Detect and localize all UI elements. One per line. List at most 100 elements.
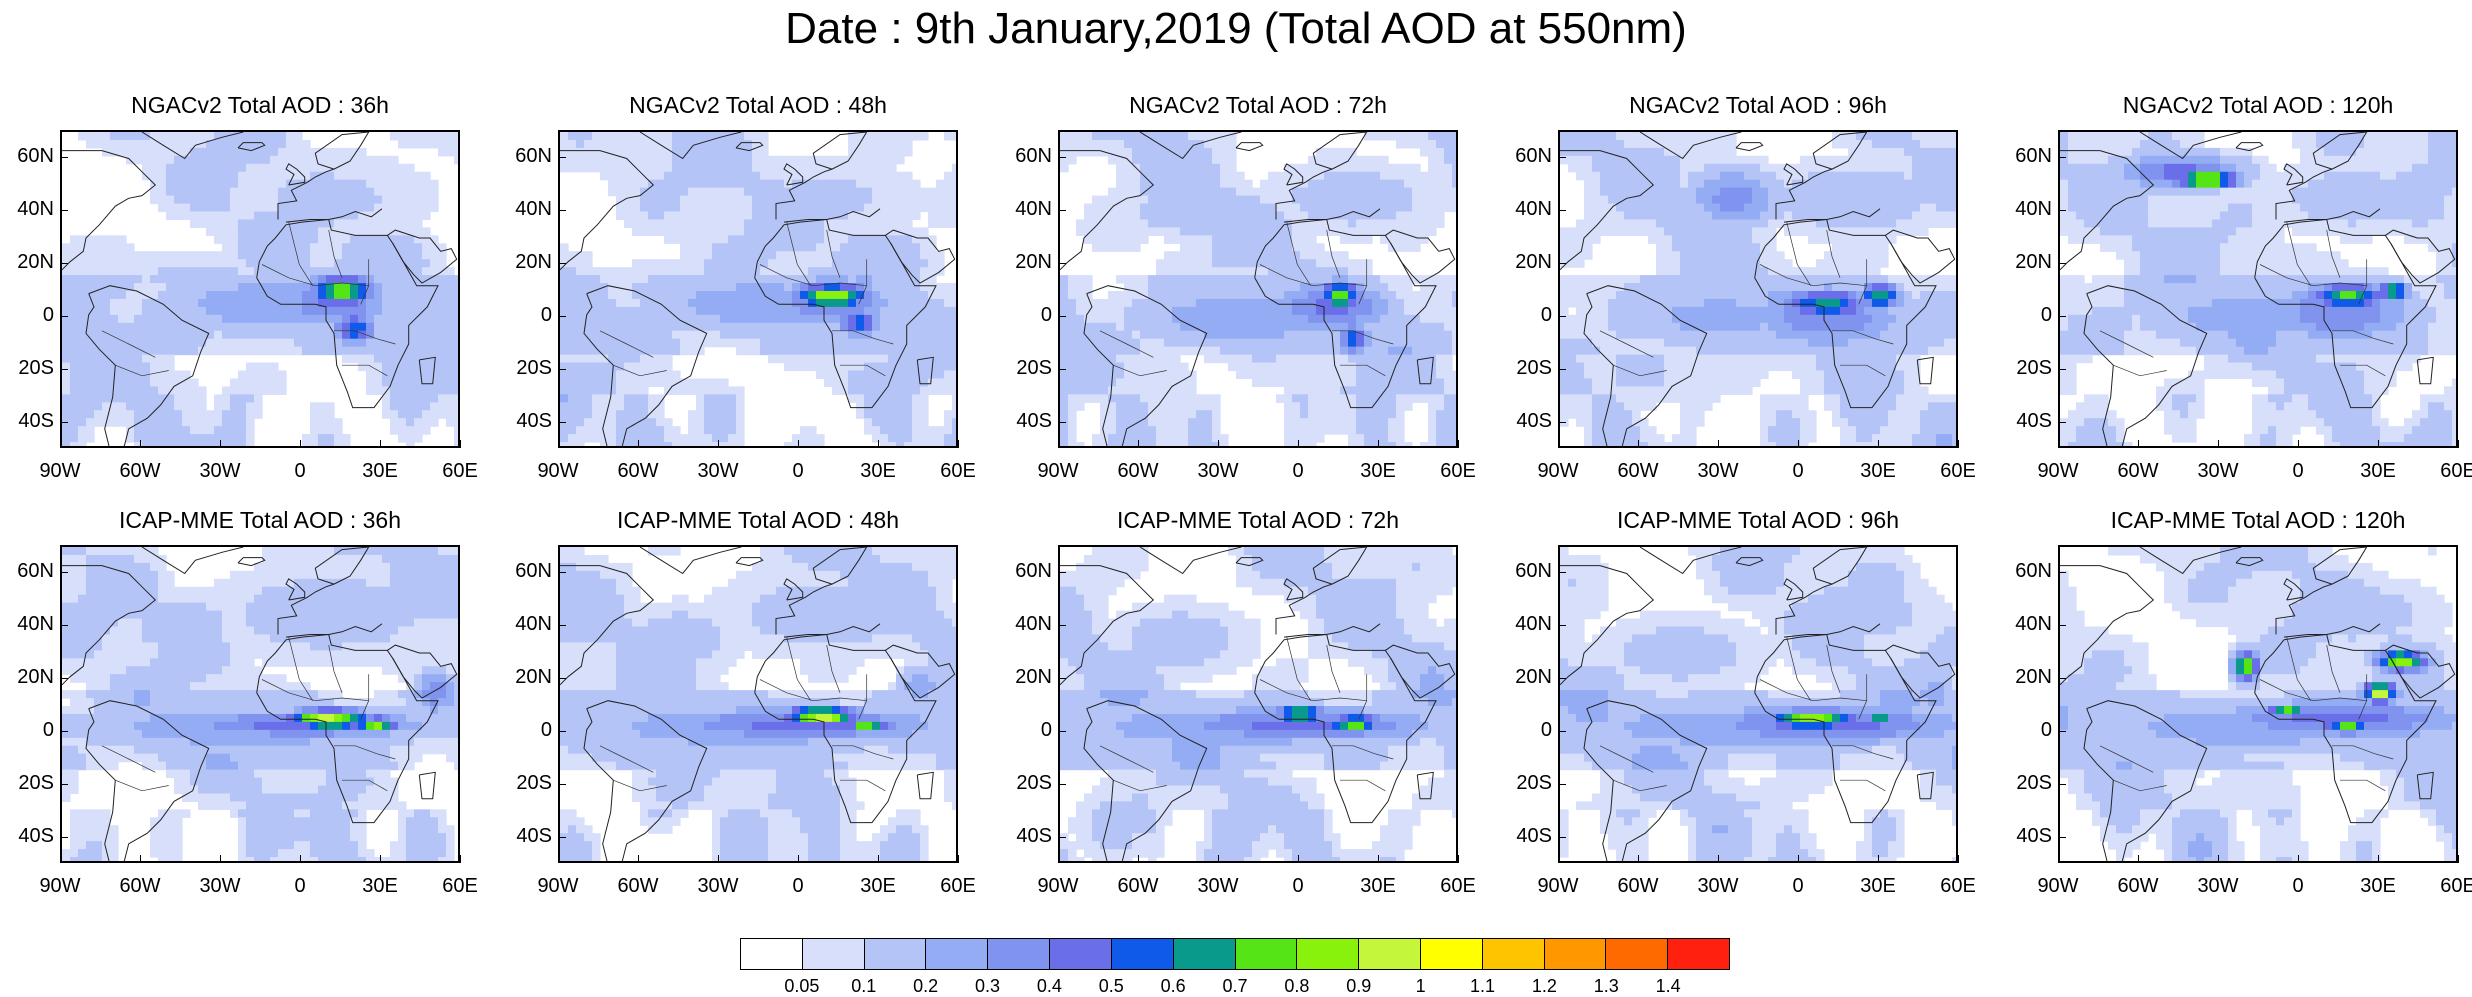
aod-cell [1188, 291, 1197, 300]
aod-cell [278, 132, 287, 141]
aod-cell [800, 251, 809, 260]
aod-cell [616, 402, 625, 411]
aod-cell [704, 196, 713, 205]
aod-cell [872, 227, 881, 236]
aod-cell [1236, 180, 1245, 189]
aod-cell [374, 267, 383, 276]
aod-cell [438, 331, 447, 340]
aod-cell [310, 275, 319, 284]
aod-cell [374, 386, 383, 395]
aod-cell [318, 347, 327, 356]
aod-cell [1444, 442, 1453, 448]
aod-cell [1076, 363, 1085, 372]
aod-cell [752, 291, 761, 300]
aod-cell [1332, 394, 1341, 403]
aod-cell [1164, 347, 1173, 356]
aod-cell [1380, 172, 1389, 181]
aod-cell [414, 259, 423, 268]
aod-cell [1140, 227, 1149, 236]
aod-cell [800, 291, 809, 300]
aod-cell [1220, 140, 1229, 149]
aod-cell [1444, 196, 1453, 205]
aod-cell [1436, 386, 1445, 395]
aod-cell [1356, 339, 1365, 348]
aod-cell [342, 259, 351, 268]
aod-cell [616, 140, 625, 149]
x-tick-mark [878, 440, 879, 448]
aod-cell [856, 156, 865, 165]
aod-cell [1284, 426, 1293, 435]
aod-cell [928, 307, 937, 316]
aod-cell [1428, 227, 1437, 236]
aod-cell [1436, 291, 1445, 300]
aod-cell [736, 299, 745, 308]
aod-cell [1060, 291, 1069, 300]
aod-cell [568, 148, 577, 157]
aod-cell [166, 275, 175, 284]
aod-cell [1228, 188, 1237, 197]
aod-cell [664, 339, 673, 348]
aod-cell [784, 315, 793, 324]
aod-cell [1148, 394, 1157, 403]
aod-cell [1324, 227, 1333, 236]
aod-cell [1236, 283, 1245, 292]
aod-cell [704, 251, 713, 260]
aod-cell [1412, 132, 1421, 141]
aod-cell [1436, 402, 1445, 411]
aod-cell [366, 371, 375, 380]
aod-cell [808, 204, 817, 213]
aod-cell [158, 378, 167, 387]
aod-cell [1396, 172, 1405, 181]
aod-cell [664, 355, 673, 364]
aod-cell [1284, 394, 1293, 403]
aod-cell [720, 259, 729, 268]
aod-cell [174, 434, 183, 443]
aod-cell [896, 275, 905, 284]
aod-cell [1672, 132, 1681, 141]
aod-cell [624, 299, 633, 308]
aod-cell [944, 219, 953, 228]
aod-cell [560, 251, 569, 260]
aod-cell [1452, 339, 1458, 348]
aod-cell [70, 394, 79, 403]
aod-cell [1204, 283, 1213, 292]
aod-cell [880, 204, 889, 213]
aod-cell [182, 172, 191, 181]
aod-cell [672, 196, 681, 205]
aod-cell [270, 172, 279, 181]
aod-cell [904, 394, 913, 403]
aod-cell [406, 188, 415, 197]
aod-cell [928, 188, 937, 197]
aod-cell [832, 291, 841, 300]
aod-cell [720, 180, 729, 189]
aod-cell [1444, 394, 1453, 403]
aod-cell [1396, 180, 1405, 189]
aod-cell [1284, 378, 1293, 387]
aod-cell [78, 386, 87, 395]
aod-cell [254, 275, 263, 284]
aod-cell [848, 180, 857, 189]
aod-cell [1108, 235, 1117, 244]
aod-cell [382, 188, 391, 197]
x-tick-mark [1378, 440, 1379, 448]
aod-cell [102, 363, 111, 372]
aod-cell [310, 347, 319, 356]
aod-cell [816, 307, 825, 316]
aod-cell [1188, 418, 1197, 427]
aod-cell [672, 331, 681, 340]
aod-cell [880, 275, 889, 284]
aod-cell [110, 386, 119, 395]
aod-cell [342, 204, 351, 213]
aod-cell [262, 307, 271, 316]
aod-cell [568, 410, 577, 419]
aod-cell [1436, 378, 1445, 387]
aod-cell [752, 323, 761, 332]
aod-cell [632, 212, 641, 221]
aod-cell [856, 386, 865, 395]
aod-cell [1252, 378, 1261, 387]
aod-cell [1404, 331, 1413, 340]
aod-cell [896, 315, 905, 324]
aod-cell [1196, 315, 1205, 324]
aod-cell [1428, 323, 1437, 332]
aod-cell [648, 164, 657, 173]
